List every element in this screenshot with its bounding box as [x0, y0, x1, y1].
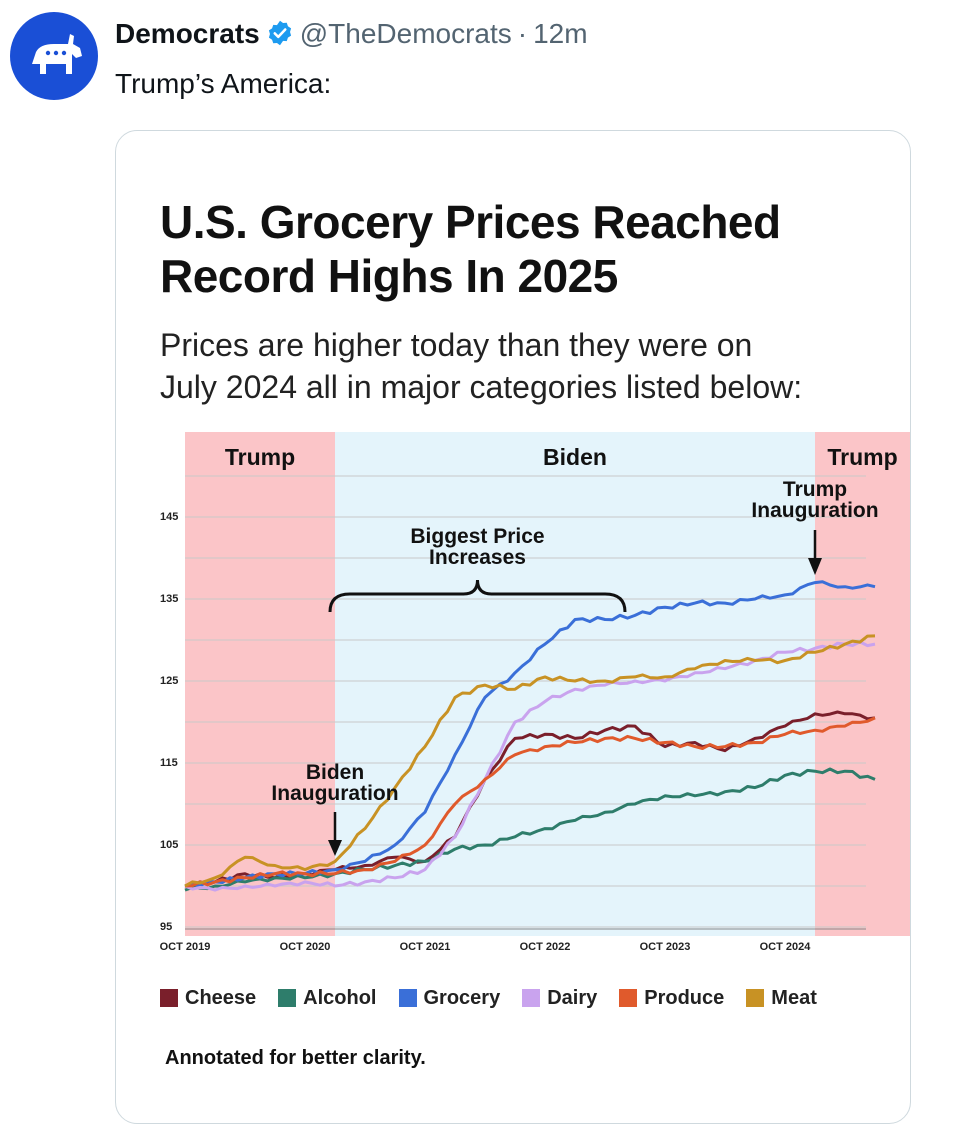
- biden-inauguration-label: Inauguration: [271, 782, 398, 805]
- legend-item-alcohol: Alcohol: [278, 986, 377, 1010]
- region-trump-2: [815, 432, 910, 936]
- legend-swatch: [278, 989, 297, 1007]
- y-tick-label: 125: [160, 675, 178, 687]
- y-tick-label: 135: [160, 593, 178, 605]
- legend-label: Grocery: [423, 986, 501, 1009]
- handle[interactable]: @TheDemocrats: [299, 18, 512, 49]
- separator-dot: ·: [517, 18, 528, 49]
- y-tick-label: 145: [160, 511, 178, 523]
- legend-label: Produce: [644, 986, 725, 1009]
- display-name[interactable]: Democrats: [115, 18, 260, 49]
- donkey-logo-icon: [32, 34, 82, 74]
- legend-item-grocery: Grocery: [398, 986, 501, 1010]
- chart-subtitle: Prices are higher today than they were o…: [160, 327, 803, 405]
- tweet-text: Trump’s America:: [115, 68, 332, 99]
- legend-swatch: [619, 989, 638, 1007]
- legend-swatch: [746, 989, 765, 1007]
- region-label: Trump: [225, 444, 295, 470]
- series-meat: [184, 634, 876, 888]
- x-tick-label: OCT 2024: [760, 941, 812, 953]
- trump-inauguration-label: Inauguration: [751, 499, 878, 522]
- legend-label: Meat: [771, 986, 817, 1009]
- biggest-price-increases-label: Increases: [429, 546, 526, 569]
- region-biden-1: [335, 432, 815, 936]
- x-tick-label: OCT 2023: [640, 941, 691, 953]
- chart-legend: Cheese Alcohol Grocery Dairy Produce Meat: [160, 985, 839, 1011]
- verified-badge-icon: [266, 19, 294, 52]
- legend-swatch: [398, 989, 417, 1007]
- trump-inauguration-arrowhead: [808, 558, 822, 575]
- x-tick-label: OCT 2022: [520, 941, 571, 953]
- x-tick-label: OCT 2021: [400, 941, 451, 953]
- y-tick-label: 105: [160, 839, 178, 851]
- timestamp[interactable]: 12m: [533, 18, 588, 49]
- legend-item-meat: Meat: [746, 987, 817, 1010]
- curly-brace: [328, 579, 627, 613]
- legend-item-cheese: Cheese: [160, 987, 256, 1010]
- biden-inauguration-label: Biden: [306, 761, 364, 784]
- y-tick-label: 115: [160, 757, 178, 769]
- trump-inauguration-label: Trump: [783, 478, 847, 501]
- series-alcohol: [184, 767, 876, 892]
- legend-label: Dairy: [547, 986, 598, 1009]
- y-tick-label: 95: [160, 921, 172, 933]
- region-label: Biden: [543, 444, 607, 470]
- region-trump-0: [185, 432, 335, 936]
- legend-swatch: [160, 989, 178, 1007]
- biden-inauguration-arrowhead: [328, 840, 342, 856]
- avatar[interactable]: [10, 12, 98, 100]
- legend-item-produce: Produce: [619, 987, 724, 1010]
- chart-title: U.S. Grocery Prices Reached Record Highs…: [160, 196, 781, 302]
- tweet-header: Democrats @TheDemocrats · 12m: [115, 18, 588, 58]
- legend-label: Cheese: [185, 986, 257, 1009]
- biggest-price-increases-label: Biggest Price: [410, 525, 544, 548]
- x-tick-label: OCT 2020: [280, 941, 331, 953]
- region-label: Trump: [827, 444, 897, 470]
- legend-swatch: [522, 989, 541, 1007]
- legend-label: Alcohol: [303, 986, 377, 1009]
- series-produce: [184, 716, 876, 888]
- legend-item-dairy: Dairy: [522, 987, 597, 1010]
- x-tick-label: OCT 2019: [160, 941, 211, 953]
- footnote: Annotated for better clarity.: [165, 1047, 426, 1069]
